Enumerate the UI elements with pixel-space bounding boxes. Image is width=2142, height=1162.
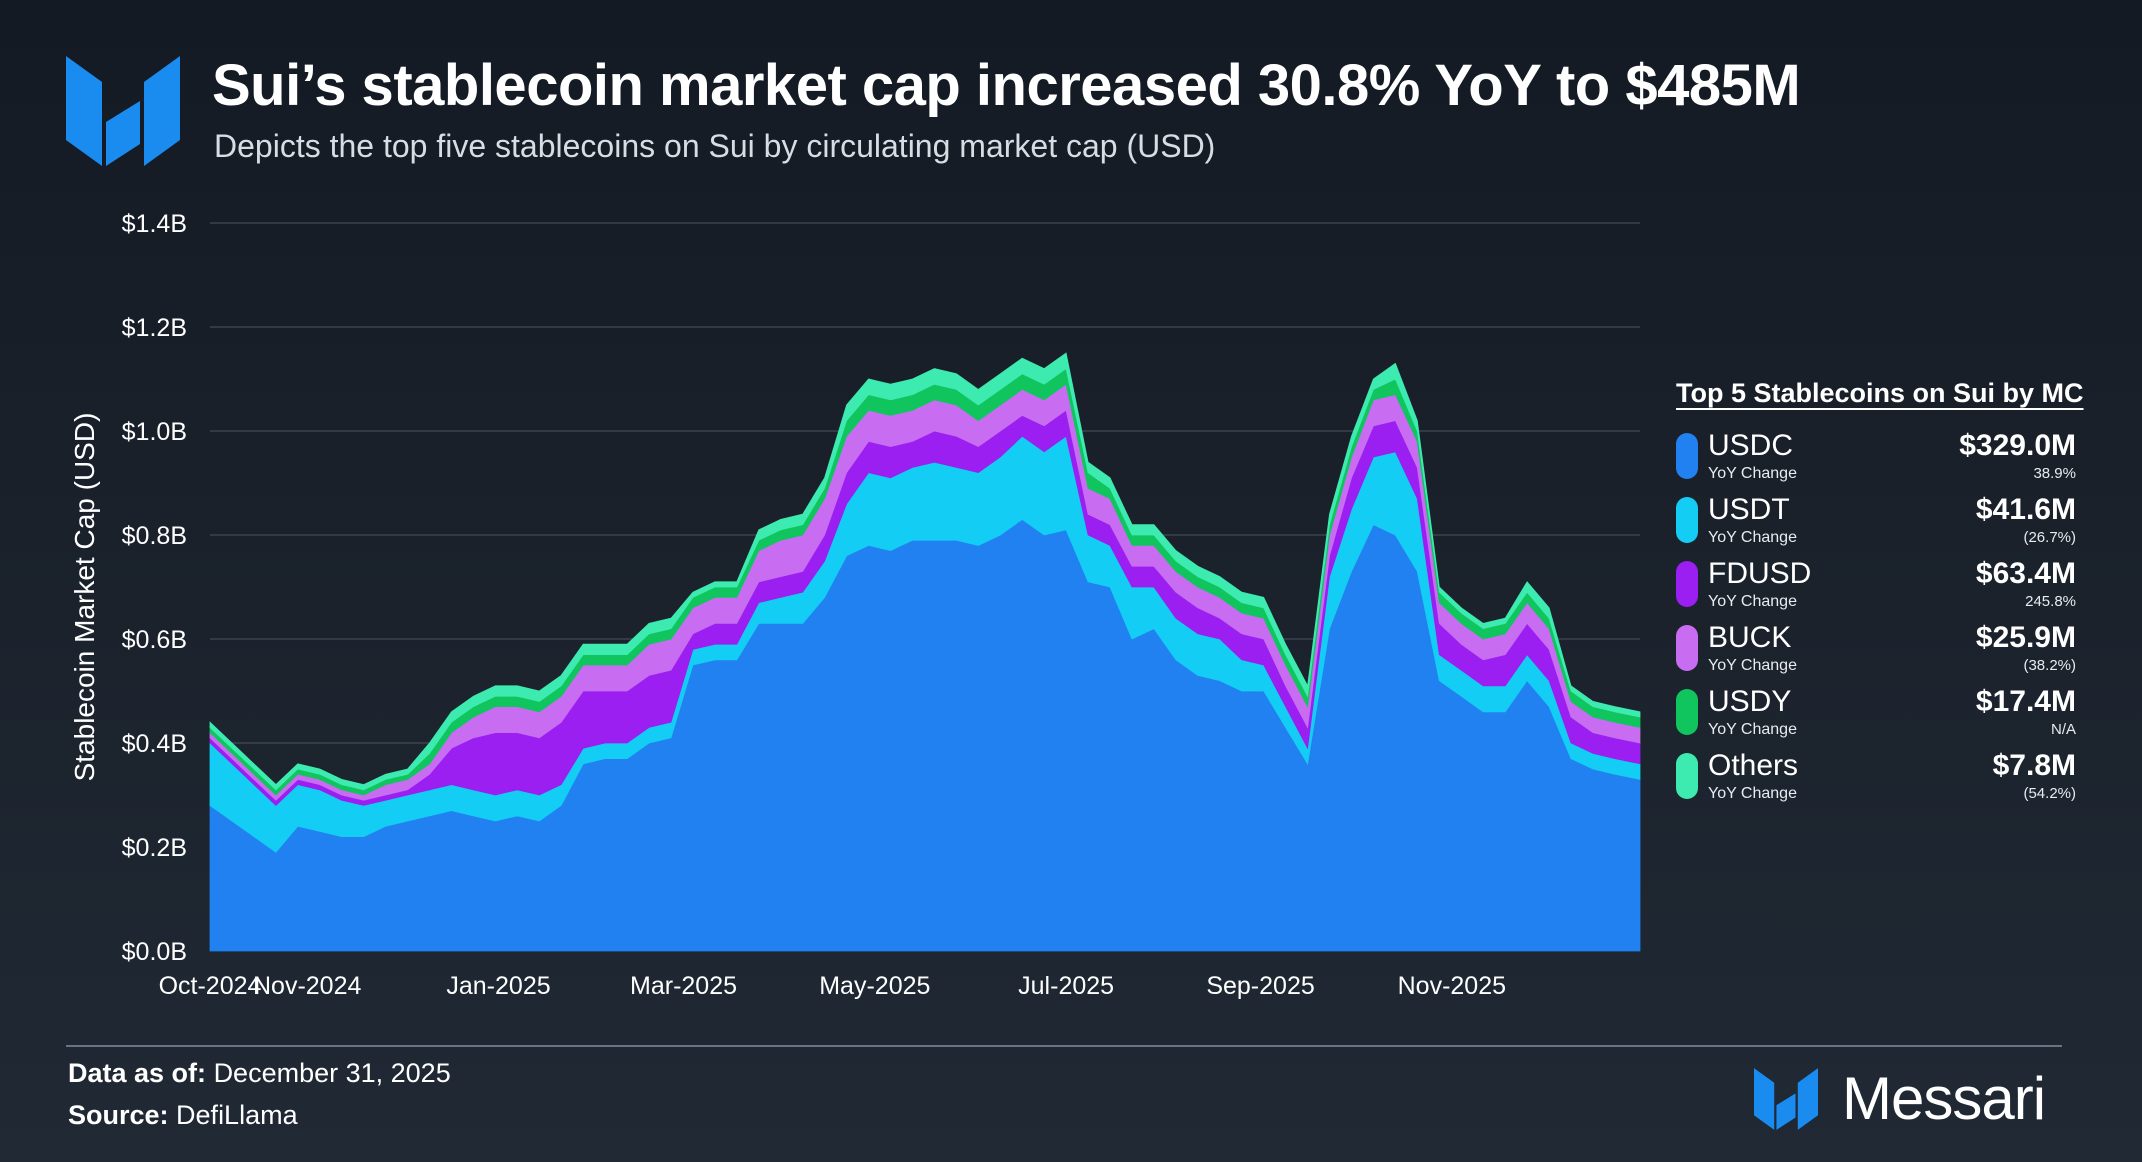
x-tick-label: Jan-2025 xyxy=(446,972,550,1000)
legend-change: (38.2%) xyxy=(2023,657,2076,674)
y-tick-label: $1.0B xyxy=(122,418,187,446)
legend-name: USDC xyxy=(1708,429,1794,462)
legend-value: $329.0M xyxy=(1959,429,2076,462)
legend-name: USDT xyxy=(1708,493,1790,526)
legend-name: BUCK xyxy=(1708,621,1792,654)
y-tick-label: $1.4B xyxy=(122,210,187,238)
x-tick-label: Sep-2025 xyxy=(1206,972,1314,1000)
legend-value: $17.4M xyxy=(1975,685,2076,718)
y-tick-label: $0.2B xyxy=(122,834,187,862)
legend-swatch xyxy=(1676,433,1698,479)
area-series-others xyxy=(209,352,1641,791)
x-tick-label: Nov-2024 xyxy=(253,972,361,1000)
messari-brand-icon xyxy=(1754,1068,1818,1130)
data-as-of-value: December 31, 2025 xyxy=(213,1058,451,1088)
legend-name: USDY xyxy=(1708,685,1792,718)
legend-change: 245.8% xyxy=(2025,593,2076,610)
chart-subtitle: Depicts the top five stablecoins on Sui … xyxy=(214,128,1216,164)
legend-sub: YoY Change xyxy=(1708,785,1797,802)
y-tick-label: $0.6B xyxy=(122,626,187,654)
legend-sub: YoY Change xyxy=(1708,465,1797,482)
y-tick-label: $1.2B xyxy=(122,314,187,342)
source-label: Source: xyxy=(68,1100,169,1130)
legend-value: $7.8M xyxy=(1992,749,2076,782)
legend-change: (26.7%) xyxy=(2023,529,2076,546)
legend-item-usdy: USDY YoY Change $17.4M N/A xyxy=(1676,681,2088,745)
legend-item-usdc: USDC YoY Change $329.0M 38.9% xyxy=(1676,425,2088,489)
legend-sub: YoY Change xyxy=(1708,593,1797,610)
x-tick-label: Nov-2025 xyxy=(1398,972,1506,1000)
source-value: DefiLlama xyxy=(176,1100,298,1130)
legend-sub: YoY Change xyxy=(1708,529,1797,546)
x-tick-label: Jul-2025 xyxy=(1018,972,1114,1000)
footer-divider xyxy=(66,1045,2062,1047)
messari-logo-icon xyxy=(66,56,180,166)
legend-sub: YoY Change xyxy=(1708,657,1797,674)
legend-name: Others xyxy=(1708,749,1799,782)
y-tick-label: $0.8B xyxy=(122,522,187,550)
legend-swatch xyxy=(1676,753,1698,799)
legend-item-others: Others YoY Change $7.8M (54.2%) xyxy=(1676,745,2088,809)
legend-item-usdt: USDT YoY Change $41.6M (26.7%) xyxy=(1676,489,2088,553)
legend-swatch xyxy=(1676,497,1698,543)
brand-wordmark: Messari xyxy=(1842,1065,2046,1132)
source: Source: DefiLlama xyxy=(68,1100,298,1131)
area-series xyxy=(209,352,1641,952)
legend-sub: YoY Change xyxy=(1708,721,1797,738)
legend-item-fdusd: FDUSD YoY Change $63.4M 245.8% xyxy=(1676,553,2088,617)
y-axis-label: Stablecoin Market Cap (USD) xyxy=(69,413,100,782)
y-tick-label: $0.0B xyxy=(122,938,187,966)
legend-change: N/A xyxy=(2050,721,2076,738)
legend-change: 38.9% xyxy=(2033,465,2076,482)
y-axis-ticks: $0.0B $0.2B $0.4B $0.6B $0.8B $1.0B $1.2B $1.4B xyxy=(122,210,187,966)
legend-name: FDUSD xyxy=(1708,557,1812,590)
data-as-of-label: Data as of: xyxy=(68,1058,207,1088)
legend-value: $63.4M xyxy=(1975,557,2076,590)
y-tick-label: $0.4B xyxy=(122,730,187,758)
legend: Top 5 Stablecoins on Sui by MC USDC YoY … xyxy=(1676,378,2088,809)
messari-brand: Messari xyxy=(1754,1062,2084,1132)
legend-change: (54.2%) xyxy=(2023,785,2076,802)
x-tick-label: Mar-2025 xyxy=(630,972,737,1000)
chart-title: Sui’s stablecoin market cap increased 30… xyxy=(212,53,1801,118)
legend-swatch xyxy=(1676,561,1698,607)
data-as-of: Data as of: December 31, 2025 xyxy=(68,1058,451,1089)
legend-item-buck: BUCK YoY Change $25.9M (38.2%) xyxy=(1676,617,2088,681)
x-tick-label: Oct-2024 xyxy=(159,972,262,1000)
legend-value: $41.6M xyxy=(1975,493,2076,526)
legend-swatch xyxy=(1676,625,1698,671)
legend-swatch xyxy=(1676,689,1698,735)
legend-title: Top 5 Stablecoins on Sui by MC xyxy=(1676,378,2084,408)
x-tick-label: May-2025 xyxy=(819,972,930,1000)
legend-value: $25.9M xyxy=(1975,621,2076,654)
